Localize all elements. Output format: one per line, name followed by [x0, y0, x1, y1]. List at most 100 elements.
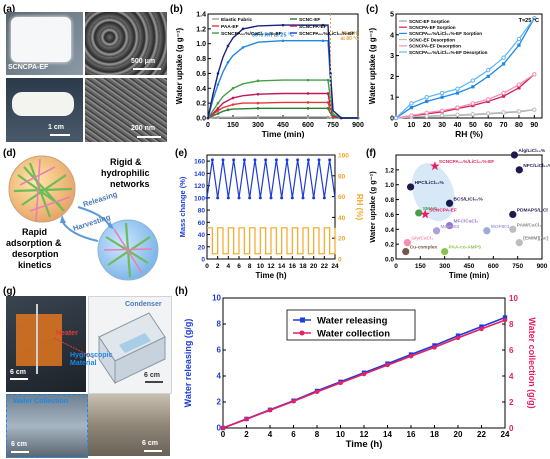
x-tick-label: 600 — [488, 263, 499, 270]
data-point — [501, 94, 506, 98]
legend-label: SCNCPA₅₀%/LiCl₅₀%-EF Sorption — [409, 31, 482, 36]
data-point — [326, 107, 330, 110]
x-tick-label: 10 — [336, 430, 345, 439]
scale-bar-line — [10, 378, 28, 380]
x-tick-label: 0 — [394, 122, 398, 129]
data-point-label: [EMIM][Ac] — [523, 236, 548, 242]
y-tick-label: 0 — [201, 257, 205, 264]
data-point — [502, 315, 508, 320]
scale-bar-label: 6 cm — [10, 369, 26, 376]
data-point — [516, 109, 522, 114]
sem-image-bottom: 200 nm — [85, 78, 167, 142]
data-point-star — [420, 209, 430, 219]
data-point — [329, 72, 332, 75]
x-tick-label: 18 — [430, 430, 439, 439]
data-point — [403, 239, 411, 247]
data-point-label: SCNCPA-EF — [429, 207, 457, 213]
fiber-strands-dry — [13, 162, 73, 218]
data-point — [256, 101, 260, 105]
data-point — [226, 60, 230, 64]
data-point — [509, 225, 517, 233]
x-tick-label: 80 — [515, 122, 523, 129]
legend-label: SCNC-EF Sorption — [409, 19, 450, 24]
plot-frame — [395, 13, 543, 119]
data-point — [306, 78, 310, 82]
data-point — [256, 107, 260, 110]
data-point — [216, 72, 220, 75]
series-line — [207, 79, 358, 119]
label-releasing: Releasing — [82, 189, 119, 209]
x-tick-label: 8 — [248, 263, 252, 270]
data-point — [455, 91, 460, 95]
data-point-label: PDMAPS/LiCl — [517, 207, 548, 213]
x-tick-label: 150 — [227, 122, 239, 129]
data-point — [231, 96, 235, 100]
data-point-star — [430, 161, 440, 171]
panel-a: SCNCPA-EF 500 μm 1 cm 200 nm — [0, 0, 170, 145]
x-tick-label: 16 — [407, 430, 416, 439]
y-tick-label: 4 — [217, 372, 222, 381]
y-axis-title: Water uptake (g g⁻¹) — [368, 171, 377, 243]
device-schematic: Condenser 6 cm — [88, 296, 172, 394]
x-tick-label: 600 — [302, 122, 314, 129]
harvesting-arrow — [61, 220, 99, 242]
x-tick-label: 4 — [227, 263, 231, 270]
x-tick-label: 40 — [454, 122, 462, 129]
data-point — [432, 345, 437, 350]
x-tick-label: 2 — [244, 430, 249, 439]
data-point — [424, 95, 429, 100]
x-tick-label: 0 — [221, 430, 226, 439]
data-point — [291, 399, 296, 404]
scale-bar-line — [145, 381, 163, 383]
data-point — [502, 317, 508, 323]
y-tick-label: 0.6 — [385, 212, 394, 219]
annotation-desorption-1: 5% RH — [341, 31, 357, 37]
y-tick-label: 1.0 — [196, 41, 206, 48]
label-hydrophilic: hydrophilic — [101, 168, 150, 178]
data-point — [407, 183, 415, 191]
y-tick-label: 2 — [390, 74, 394, 81]
data-point — [532, 107, 537, 112]
chart-b: 0 150 300 450 600 750 900 0.0 0.2 0.4 0.6 0.8 1.0 1.2… — [175, 12, 364, 140]
data-point — [281, 23, 285, 27]
scale-bar-label: 500 μm — [131, 58, 156, 65]
data-point — [408, 354, 414, 359]
x-tick-label: 12 — [267, 263, 275, 270]
data-point — [256, 115, 260, 119]
data-point-label: NFC/LiCl₅₀% — [523, 163, 550, 169]
data-point — [409, 101, 414, 106]
data-point — [306, 101, 310, 104]
sample-label: SCNCPA-EF — [8, 64, 49, 71]
y-tick-label: 0.6 — [196, 71, 206, 78]
data-point — [331, 112, 335, 116]
legend-label: Water releasing — [317, 316, 388, 327]
y-tick-label: 8 — [217, 320, 222, 329]
legend-marker — [299, 330, 305, 336]
data-point — [471, 85, 475, 89]
panel-label-h: (h) — [175, 286, 188, 297]
data-point — [306, 92, 310, 95]
data-point — [321, 39, 325, 43]
y-tick-label: 3 — [390, 53, 394, 60]
y-right-tick-label: 40 — [338, 215, 346, 222]
series-line — [395, 109, 535, 119]
data-point-label: MOF801 — [491, 224, 510, 230]
y-right-tick-label: 80 — [338, 173, 346, 180]
legend-label: SCNCPA-EF Desorption — [409, 44, 461, 49]
data-point — [244, 416, 249, 422]
y-tick-label: 40 — [198, 232, 206, 239]
data-point — [361, 371, 367, 377]
data-point — [216, 112, 220, 115]
panel-label-e: (e) — [175, 148, 188, 159]
y-tick-label: 0 — [217, 424, 222, 433]
support-rod — [36, 304, 38, 374]
x-tick-label: 14 — [278, 263, 286, 270]
data-point — [409, 106, 413, 110]
data-point — [479, 326, 484, 332]
y-tick-label: 1.4 — [196, 12, 206, 19]
x-tick-label: 22 — [477, 430, 486, 439]
data-point — [216, 83, 220, 86]
legend-box — [286, 309, 416, 341]
data-point — [455, 333, 461, 338]
